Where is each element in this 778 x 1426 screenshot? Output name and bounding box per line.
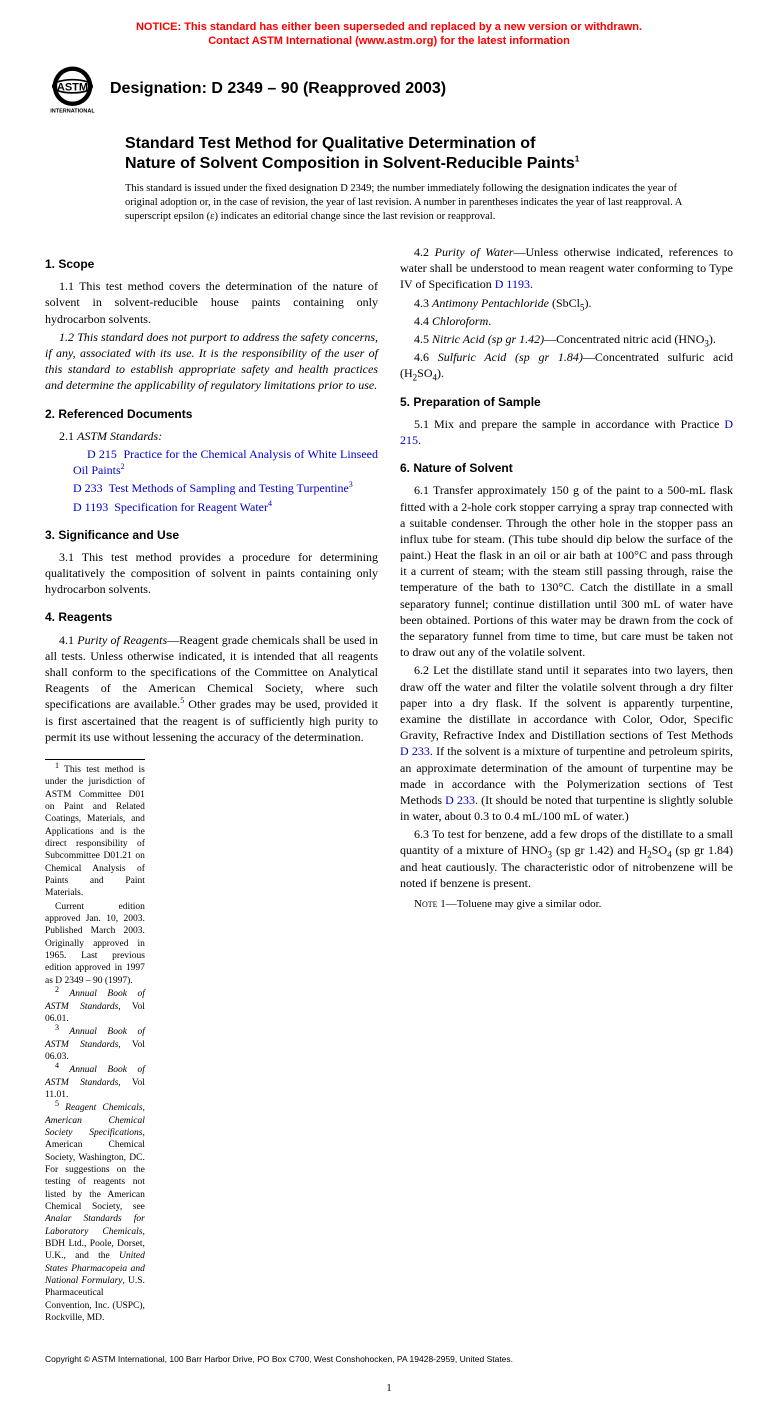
title-block: Standard Test Method for Qualitative Det… [125,134,693,174]
title-line2: Nature of Solvent Composition in Solvent… [125,155,575,172]
nature-heading: 6. Nature of Solvent [400,460,733,476]
para-4-1: 4.1 Purity of Reagents—Reagent grade che… [45,632,378,745]
para-1-2: 1.2 This standard does not purport to ad… [45,329,378,394]
footnote-4: 4 Annual Book of ASTM Standards, Vol 11.… [45,1064,145,1101]
notice-banner: NOTICE: This standard has either been su… [45,20,733,49]
header: ASTM INTERNATIONAL Designation: D 2349 –… [45,64,733,114]
link-d233-b[interactable]: D 233 [445,793,475,807]
para-2-1: 2.1 ASTM Standards: [45,428,378,444]
para-4-3: 4.3 Antimony Pentachloride (SbCl5). [400,295,733,311]
footnote-1: 1 This test method is under the jurisdic… [45,764,145,900]
svg-text:INTERNATIONAL: INTERNATIONAL [50,108,95,113]
footnote-2: 2 Annual Book of ASTM Standards, Vol 06.… [45,988,145,1025]
content-columns: 1. Scope 1.1 This test method covers the… [45,244,733,1324]
title-footnote-ref: 1 [575,154,579,163]
para-6-2: 6.2 Let the distillate stand until it se… [400,662,733,824]
para-6-1: 6.1 Transfer approximately 150 g of the … [400,482,733,660]
link-d1193[interactable]: D 1193 [495,277,530,291]
title-line1: Standard Test Method for Qualitative Det… [125,135,535,152]
para-4-2: 4.2 Purity of Water—Unless otherwise ind… [400,244,733,293]
notice-line2: Contact ASTM International (www.astm.org… [208,35,570,47]
astm-logo: ASTM INTERNATIONAL [45,64,100,114]
preparation-heading: 5. Preparation of Sample [400,394,733,410]
link-d233-a[interactable]: D 233 [400,744,430,758]
para-5-1: 5.1 Mix and prepare the sample in accord… [400,416,733,448]
para-4-6: 4.6 Sulfuric Acid (sp gr 1.84)—Concentra… [400,349,733,381]
referenced-docs-heading: 2. Referenced Documents [45,406,378,422]
ref-d233[interactable]: D 233 Test Methods of Sampling and Testi… [59,480,378,496]
note-1: Note 1—Toluene may give a similar odor. [400,897,733,912]
reagents-heading: 4. Reagents [45,609,378,625]
ref-d1193[interactable]: D 1193 Specification for Reagent Water4 [59,499,378,515]
footnote-5: 5 Reagent Chemicals, American Chemical S… [45,1102,145,1324]
notice-line1: NOTICE: This standard has either been su… [136,21,642,33]
designation: Designation: D 2349 – 90 (Reapproved 200… [110,78,446,100]
standard-intro: This standard is issued under the fixed … [125,182,693,225]
footnote-3: 3 Annual Book of ASTM Standards, Vol 06.… [45,1026,145,1063]
para-3-1: 3.1 This test method provides a procedur… [45,549,378,598]
copyright: Copyright © ASTM International, 100 Barr… [45,1354,733,1365]
significance-heading: 3. Significance and Use [45,527,378,543]
para-1-1: 1.1 This test method covers the determin… [45,278,378,327]
scope-heading: 1. Scope [45,256,378,272]
footnotes: 1 This test method is under the jurisdic… [45,759,145,1324]
footnote-1b: Current edition approved Jan. 10, 2003. … [45,901,145,987]
para-4-5: 4.5 Nitric Acid (sp gr 1.42)—Concentrate… [400,331,733,347]
svg-text:ASTM: ASTM [57,81,88,93]
para-4-4: 4.4 Chloroform. [400,313,733,329]
ref-d215[interactable]: D 215 Practice for the Chemical Analysis… [73,446,378,478]
para-6-3: 6.3 To test for benzene, add a few drops… [400,826,733,891]
page-number: 1 [45,1381,733,1396]
